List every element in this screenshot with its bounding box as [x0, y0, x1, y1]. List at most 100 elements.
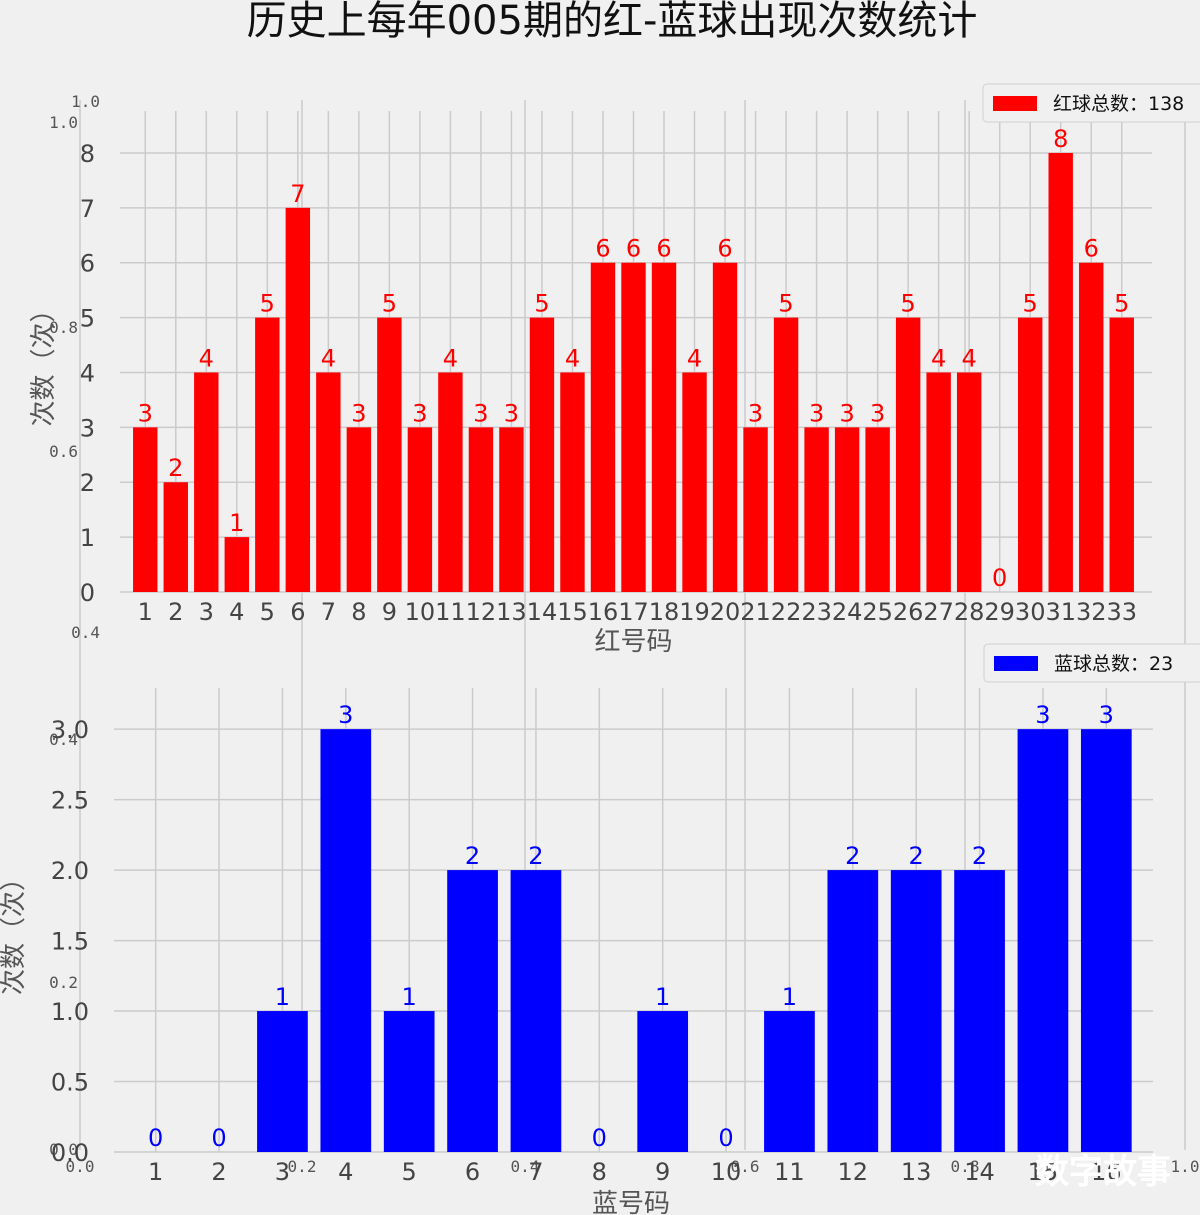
background-y-tick: 0.6: [49, 442, 78, 461]
y-tick-label: 1.5: [51, 928, 89, 956]
x-axis-label: 红号码: [594, 627, 672, 657]
bar-value-label: 2: [528, 842, 543, 870]
bar-value-label: 2: [909, 842, 924, 870]
bar-1: [133, 427, 158, 592]
x-tick-label: 5: [402, 1158, 417, 1186]
x-tick-label: 4: [338, 1158, 353, 1186]
x-tick-label: 13: [901, 1158, 932, 1186]
bar-value-label: 0: [592, 1124, 607, 1152]
bar-26: [895, 317, 921, 592]
bar-value-label: 0: [718, 1124, 733, 1152]
bar-24: [834, 427, 860, 592]
x-tick-label: 10: [405, 598, 436, 626]
background-y-tick: 1.0: [49, 113, 78, 132]
bar-value-label: 5: [900, 290, 915, 318]
x-tick-label: 4: [229, 598, 244, 626]
y-tick-label: 0.0: [51, 1139, 89, 1167]
bar-value-label: 4: [199, 344, 214, 372]
x-tick-label: 10: [711, 1158, 742, 1186]
background-y-tick: 0.8: [49, 318, 78, 337]
bar-value-label: 0: [211, 1124, 226, 1152]
watermark-text: 数字故事: [1035, 1152, 1171, 1192]
bar-value-label: 5: [382, 290, 397, 318]
bar-value-label: 1: [402, 983, 417, 1011]
y-tick-label: 4: [80, 359, 95, 387]
x-tick-label: 14: [964, 1158, 995, 1186]
bar-32: [1079, 262, 1104, 592]
chart-title: 历史上每年005期的红-蓝球出现次数统计: [247, 0, 978, 44]
x-tick-label: 1: [138, 598, 153, 626]
bar-value-label: 1: [229, 509, 244, 537]
x-tick-label: 3: [275, 1158, 290, 1186]
bar-value-label: 6: [717, 235, 732, 263]
bar-7: [316, 372, 341, 592]
x-tick-label: 2: [168, 598, 183, 626]
x-tick-label: 7: [528, 1158, 543, 1186]
x-tick-label: 32: [1076, 598, 1107, 626]
bar-value-label: 5: [778, 290, 793, 318]
bar-value-label: 0: [992, 564, 1007, 592]
bar-9: [377, 317, 402, 592]
bar-18: [651, 262, 677, 592]
legend-swatch: [993, 96, 1037, 111]
bar-value-label: 2: [168, 454, 183, 482]
x-axis-label: 蓝号码: [592, 1189, 670, 1215]
x-tick-label: 8: [351, 598, 366, 626]
bar-value-label: 3: [809, 399, 824, 427]
bar-7: [510, 870, 562, 1152]
bar-6: [285, 207, 311, 593]
x-tick-label: 16: [588, 598, 619, 626]
bar-14: [529, 317, 555, 592]
x-tick-label: 7: [321, 598, 336, 626]
x-tick-label: 33: [1106, 598, 1137, 626]
x-tick-label: 9: [382, 598, 397, 626]
background-y-tick: 0.0: [49, 1140, 78, 1159]
x-tick-label: 17: [618, 598, 649, 626]
background-y-tick: 0.4: [71, 623, 100, 642]
background-y-tick: 0.4: [49, 730, 78, 749]
bar-value-label: 8: [1053, 125, 1068, 153]
bar-value-label: 5: [260, 290, 275, 318]
bar-4: [224, 537, 250, 592]
background-y-tick: 0.2: [49, 973, 78, 992]
bar-value-label: 3: [138, 399, 153, 427]
background-x-tick: 0.0: [66, 1157, 95, 1176]
bar-value-label: 3: [1035, 701, 1050, 729]
background-x-tick: 0.8: [951, 1157, 980, 1176]
bar-6: [447, 870, 498, 1152]
bar-13: [890, 870, 942, 1152]
y-tick-label: 3: [80, 414, 95, 442]
x-tick-label: 20: [710, 598, 741, 626]
bar-value-label: 6: [626, 235, 641, 263]
bar-10: [407, 427, 433, 592]
bar-12: [827, 870, 879, 1152]
x-tick-label: 12: [466, 598, 497, 626]
bar-21: [743, 427, 768, 592]
x-tick-label: 29: [984, 598, 1015, 626]
red-ball-chart: 0123456783122431455764738593104113123135…: [29, 83, 1200, 657]
bar-30: [1017, 317, 1043, 592]
legend-swatch: [994, 656, 1038, 671]
y-tick-label: 1.0: [51, 998, 89, 1026]
background-x-tick: 0.4: [511, 1157, 540, 1176]
y-tick-label: 0: [80, 579, 95, 607]
legend-label: 红球总数：138: [1053, 93, 1184, 115]
x-tick-label: 8: [592, 1158, 607, 1186]
bar-value-label: 5: [1023, 290, 1038, 318]
bar-value-label: 6: [595, 235, 610, 263]
x-tick-label: 28: [954, 598, 985, 626]
x-tick-label: 19: [679, 598, 710, 626]
bar-value-label: 6: [1084, 235, 1099, 263]
x-tick-label: 30: [1015, 598, 1046, 626]
bar-31: [1048, 152, 1073, 592]
bar-value-label: 4: [565, 344, 580, 372]
x-tick-label: 18: [649, 598, 680, 626]
bar-value-label: 2: [845, 842, 860, 870]
bar-11: [764, 1011, 815, 1152]
bar-value-label: 1: [275, 983, 290, 1011]
bar-value-label: 4: [321, 344, 336, 372]
x-tick-label: 6: [290, 598, 305, 626]
x-tick-label: 22: [771, 598, 802, 626]
bar-15: [560, 372, 585, 592]
